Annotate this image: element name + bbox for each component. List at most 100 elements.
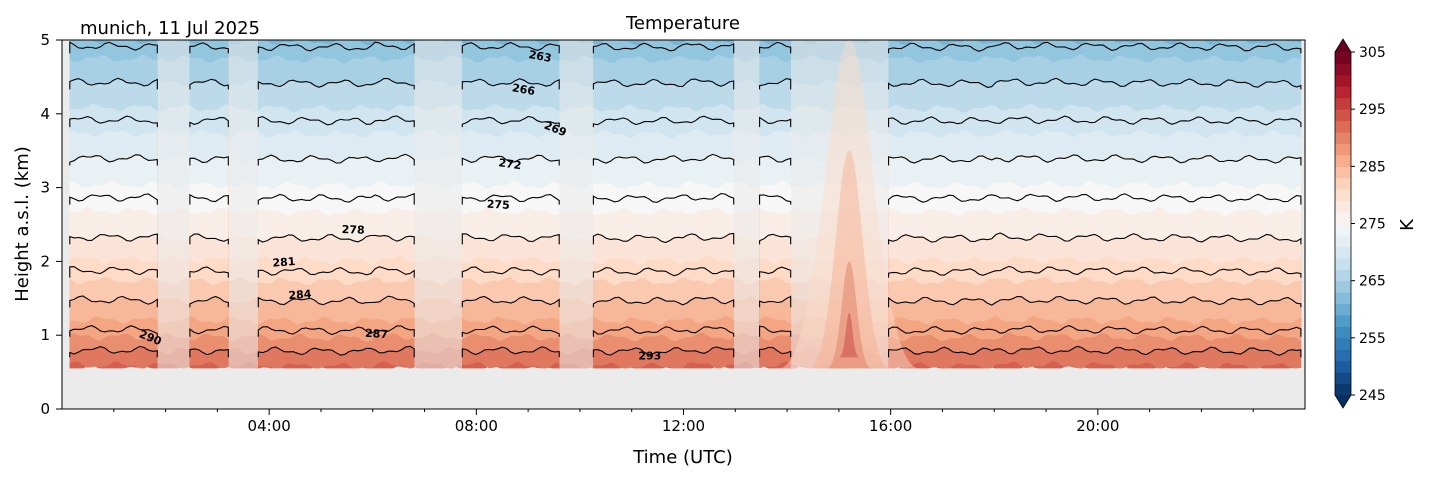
contour-line-287 — [888, 325, 1302, 337]
x-tick-label: 04:00 — [248, 417, 291, 435]
contour-band — [157, 40, 191, 369]
contour-label: 278 — [341, 223, 364, 237]
contour-band — [558, 40, 594, 355]
contour-line-263 — [69, 41, 158, 54]
contour-band — [558, 40, 594, 137]
contour-band — [733, 40, 760, 189]
colorbar-step — [1335, 200, 1351, 213]
colorbar-step — [1335, 120, 1351, 133]
no-data-region — [593, 368, 734, 409]
x-axis-label: Time (UTC) — [632, 447, 733, 468]
y-tick-label: 5 — [40, 31, 50, 49]
contour-band — [790, 40, 889, 325]
data-gap-segment — [790, 40, 889, 409]
contour-band — [157, 40, 191, 340]
contour-band — [228, 40, 259, 241]
contour-line-290 — [461, 346, 560, 358]
warm-plume-band — [839, 313, 860, 358]
contour-band — [790, 40, 889, 264]
contour-band — [593, 40, 734, 64]
colorbar-step — [1335, 269, 1351, 282]
contour-line-290 — [888, 345, 1302, 358]
contour-line-281 — [461, 266, 560, 278]
contour-line-281 — [257, 266, 415, 278]
data-gap-segment — [733, 40, 760, 409]
colorbar-step — [1335, 97, 1351, 110]
no-data-region — [228, 368, 259, 409]
colorbar-tick-label: 275 — [1359, 217, 1386, 233]
contour-band — [558, 40, 594, 113]
contour-line-284 — [69, 295, 158, 308]
x-tick-label: 12:00 — [662, 417, 705, 435]
contour-band — [733, 40, 760, 302]
no-data-region — [759, 368, 791, 409]
contour-band — [228, 40, 259, 215]
contour-band — [228, 40, 259, 138]
contour-band — [790, 40, 889, 216]
contour-line-290 — [189, 348, 229, 358]
no-data-region — [462, 368, 560, 409]
contour-band — [228, 40, 259, 113]
contour-label: 275 — [486, 198, 510, 212]
contour-line-287 — [461, 325, 560, 337]
contour-band — [593, 40, 734, 46]
contour-line-290 — [69, 345, 158, 358]
contour-band — [462, 40, 560, 63]
contour-line-266 — [257, 77, 415, 90]
colorbar-step — [1335, 86, 1351, 99]
contour-band — [228, 40, 259, 304]
contour-band — [790, 40, 889, 88]
colorbar-step — [1335, 292, 1351, 305]
contour-band — [258, 40, 415, 64]
contour-line-266 — [189, 78, 229, 90]
contour-band — [790, 40, 889, 138]
contour-band — [413, 40, 463, 62]
data-gap-segment — [157, 40, 191, 409]
contour-label: 263 — [528, 48, 553, 65]
contour-band — [558, 40, 594, 162]
contour-line-269 — [189, 117, 229, 128]
contour-line-290 — [592, 346, 735, 358]
data-gap-segment — [228, 40, 259, 409]
contour-band — [157, 40, 191, 305]
colorbar-step — [1335, 132, 1351, 144]
colorbar-step — [1335, 314, 1351, 327]
contour-band — [189, 40, 229, 63]
data-segment — [759, 40, 791, 409]
contour-line-272 — [759, 155, 792, 166]
contour-band — [888, 40, 1302, 64]
contour-line-281 — [592, 267, 735, 278]
colorbar-step — [1335, 326, 1351, 339]
no-data-region — [559, 368, 594, 409]
colorbar-step — [1335, 166, 1351, 179]
contour-band — [888, 40, 1302, 46]
contour-band — [733, 40, 760, 285]
contour-line-284 — [759, 295, 792, 308]
contour-band — [733, 40, 760, 242]
colorbar-step — [1335, 360, 1351, 373]
contour-line-275 — [69, 193, 158, 205]
no-data-region — [258, 368, 415, 409]
contour-band — [228, 40, 259, 284]
contour-line-266 — [888, 77, 1302, 90]
contour-band — [790, 40, 889, 286]
contour-band — [157, 40, 191, 215]
contour-band — [558, 40, 594, 305]
colorbar-extend-min — [1335, 395, 1351, 408]
contour-label: 284 — [288, 287, 312, 302]
colorbar-tick-label: 295 — [1359, 102, 1386, 118]
colorbar-step — [1335, 234, 1351, 247]
contour-line-275 — [257, 192, 415, 205]
contour-band — [790, 40, 889, 369]
contour-band — [228, 40, 259, 264]
contour-band — [558, 40, 594, 341]
contour-band — [69, 40, 158, 62]
colorbar-step — [1335, 52, 1351, 64]
contour-band — [228, 40, 259, 163]
colorbar-step — [1335, 337, 1351, 350]
colorbar-label: K — [1397, 218, 1418, 231]
x-tick-label: 08:00 — [455, 417, 498, 435]
data-gap-segment — [413, 40, 463, 409]
contour-band — [759, 40, 791, 63]
